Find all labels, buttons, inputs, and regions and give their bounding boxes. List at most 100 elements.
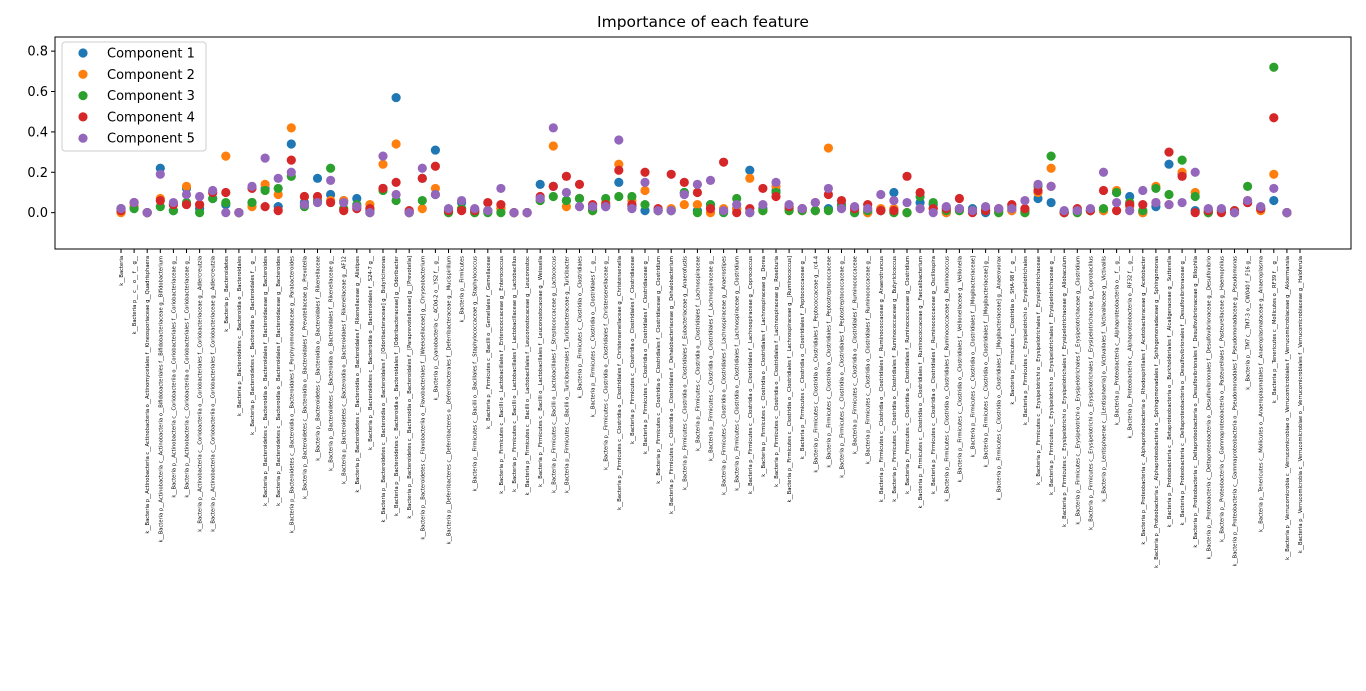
data-point [457,195,467,206]
x-tick-label: k__Bacteria p__Proteobacteria c__Deltapr… [1193,256,1199,548]
x-tick-label: k__Bacteria p__Firmicutes c__Clostridia … [748,256,754,494]
data-point [784,199,794,210]
data-point [1164,199,1174,210]
x-tick-label: k__Bacteria p__Firmicutes c__Clostridia … [774,256,780,487]
x-tick-label: k__Bacteria p__Bacteroidetes c__Bacteroi… [289,256,295,534]
x-tick-label: k__Bacteria p__Verrucomicrobia c__Verruc… [1285,256,1291,560]
data-point [1190,167,1200,177]
data-point [745,173,755,183]
data-point [326,163,336,173]
data-point [614,191,624,202]
data-point [548,191,558,202]
x-tick-label: k__Bacteria p__TM7 c__TM7-3 o__CW040 f__… [1246,256,1252,390]
x-tick-label: k__Bacteria p__Proteobacteria c__Gammapr… [1219,256,1225,542]
x-tick-label: k__Bacteria p__Firmicutes c__Clostridia … [617,256,623,510]
data-point [1269,195,1279,206]
x-tick-label: k__Bacteria p__Firmicutes c__Clostridia … [840,256,846,478]
y-tick-label: 0.8 [27,45,48,60]
x-tick-label: k__Bacteria p__Bacteroidetes c__Flavobac… [420,256,426,540]
data-point [1282,208,1292,218]
data-point [1125,206,1135,216]
data-point [561,187,572,198]
data-point [889,195,899,206]
legend-label: Component 1 [107,47,195,62]
data-point [221,151,231,161]
x-tick-label: k__Bacteria p__Actinobacteria c__Corioba… [185,256,191,498]
data-point [732,208,742,218]
data-point [823,206,834,216]
data-point [195,199,205,210]
data-point [719,206,729,216]
legend-box [61,41,207,152]
x-tick-label: k__Bacteria p__Firmicutes c__Bacilli o__… [525,256,531,495]
x-tick-label: k__Bacteria p__Firmicutes c__Clostridia … [722,256,728,495]
data-point [679,177,689,187]
data-point [627,204,637,214]
y-axis: 0.0 0.2 0.4 0.6 0.8 [27,45,55,221]
data-point [967,206,978,216]
data-point [404,208,414,218]
x-tick-label: k__Bacteria p__Verrucomicrobia c__Verruc… [1298,256,1304,553]
legend-marker [78,112,88,122]
data-point [273,206,283,216]
data-point [195,191,205,202]
x-tick-label: k__Bacteria p__Firmicutes c__Clostridia … [879,256,885,503]
legend-marker [78,48,88,58]
x-tick-label: k__Bacteria p__Firmicutes c__Bacilli o__… [499,256,505,494]
x-tick-label: k__Bacteria p__Actinobacteria c__Corioba… [198,256,204,532]
data-point [941,202,951,212]
x-tick-label: k__Bacteria p__Bacteroidetes [224,256,230,332]
data-point [719,157,729,167]
x-tick-label: k__Bacteria p__Firmicutes c__Clostridia … [944,256,950,502]
data-point [417,173,427,183]
x-tick-label: k__Bacteria p__Bacteroidetes c__Bacteroi… [381,256,387,523]
data-point [1269,183,1279,194]
data-point [1046,197,1056,208]
x-tick-label: k__Bacteria p__Firmicutes c__Clostridia … [918,256,924,508]
data-point [679,199,689,210]
y-tick-label: 0.0 [27,206,48,221]
data-point [954,204,965,214]
data-point [561,171,572,181]
data-point [1177,197,1187,208]
data-point [247,181,257,192]
x-tick-label: k__Bacteria p__Firmicutes c__Erysipelotr… [1088,256,1094,530]
data-point [679,189,689,200]
data-point [836,204,847,214]
x-tick-label: k__Bacteria p__Firmicutes c__Clostridia … [892,256,898,502]
data-point [640,199,650,210]
data-point [509,208,519,218]
data-point [286,155,296,165]
data-point [378,183,388,194]
data-point [535,179,545,189]
data-point [653,206,663,216]
data-point [1059,206,1069,216]
y-tick-label: 0.4 [27,125,48,140]
data-point [1112,206,1122,216]
x-tick-label: k__Bacteria p__Firmicutes c__Bacilli o__… [473,256,479,492]
data-point [1151,183,1161,194]
x-tick-label: k__Bacteria p__Firmicutes c__Clostridia … [1010,256,1016,405]
legend-marker [78,69,88,79]
x-tick-label: k__Bacteria p__Firmicutes c__Clostridia … [984,256,990,468]
x-tick-label: k__Bacteria p__Firmicutes c__Clostridia … [826,256,832,468]
data-point [1098,185,1109,196]
data-point [378,151,388,161]
data-point [692,199,703,210]
data-point [640,185,650,196]
legend: Component 1 Component 2 Component 3 Compone… [61,41,207,152]
x-tick-label: k__Bacteria p__Proteobacteria c__Alphapr… [1128,256,1134,439]
y-tick-label: 0.6 [27,85,48,100]
x-tick-label: k__Bacteria p__Firmicutes c__Clostridia … [630,256,636,444]
data-point [417,195,427,206]
x-tick-label: k__Bacteria p__Firmicutes c__Erysipelotr… [1023,256,1029,425]
data-point [260,153,270,163]
data-point [299,191,309,202]
x-tick-label: k__Bacteria p__Firmicutes c__Clostridia … [813,255,819,472]
data-point [181,189,192,200]
data-point [810,197,820,208]
data-point [286,139,296,149]
data-point [614,177,624,187]
data-point [522,208,532,218]
x-tick-label: k__Bacteria p__Bacteroidetes c__Bacteroi… [237,256,243,416]
